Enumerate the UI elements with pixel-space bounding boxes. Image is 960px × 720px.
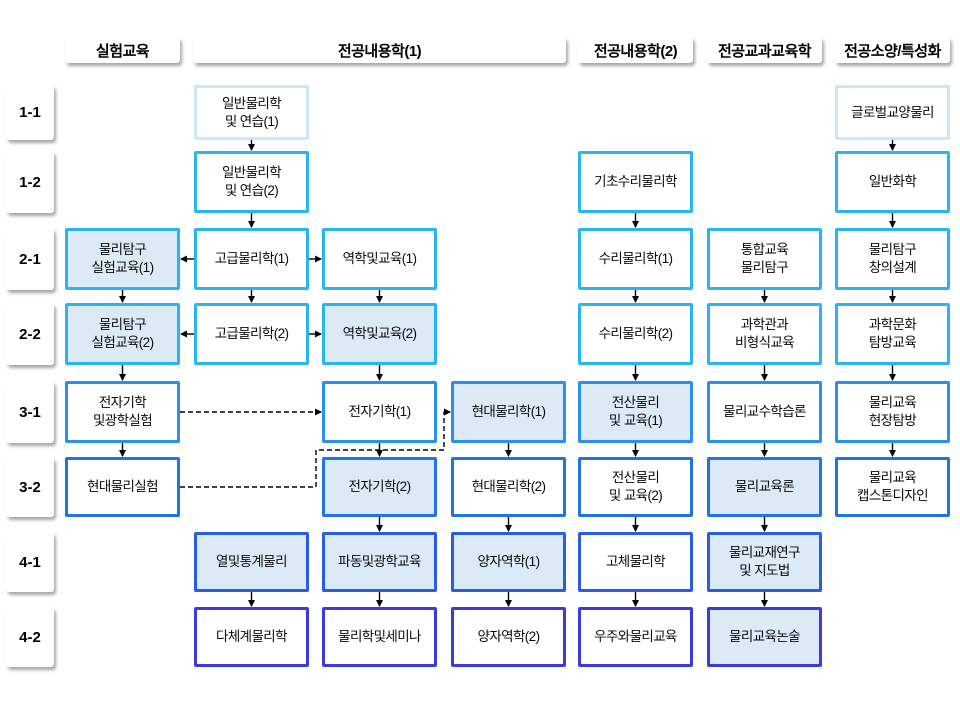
course-gen-phys-2: 일반물리학 및 연습(2) — [194, 151, 309, 213]
row-label-4-1: 4-1 — [6, 532, 54, 592]
column-header-exp: 실험교육 — [65, 37, 180, 63]
course-inquiry-lab-2: 물리탐구 실험교육(2) — [65, 303, 180, 365]
course-phys-edu-field-trip: 물리교육 현장탐방 — [835, 381, 950, 443]
course-phys-edu-capstone: 물리교육 캡스톤디자인 — [835, 457, 950, 517]
course-comp-phys-edu-1: 전산물리 및 교육(1) — [578, 381, 693, 443]
course-phys-edu-essay: 물리교육논술 — [707, 607, 822, 667]
course-quantum-1: 양자역학(1) — [451, 532, 566, 592]
course-modern-phys-1: 현대물리학(1) — [451, 381, 566, 443]
course-em-1: 전자기학(1) — [322, 381, 437, 443]
row-label-2-1: 2-1 — [6, 228, 54, 290]
course-mech-edu-1: 역학및교육(1) — [322, 228, 437, 290]
course-many-body-phys: 다체계물리학 — [194, 607, 309, 667]
column-header-major2: 전공내용학(2) — [578, 37, 693, 63]
course-gen-phys-1: 일반물리학 및 연습(1) — [194, 85, 309, 140]
course-global-liberal-phys: 글로벌교양물리 — [835, 85, 950, 140]
course-mech-edu-2: 역학및교육(2) — [322, 303, 437, 365]
column-header-major1: 전공내용학(1) — [193, 37, 566, 63]
course-quantum-2: 양자역학(2) — [451, 607, 566, 667]
course-em-2: 전자기학(2) — [322, 457, 437, 517]
course-phys-edu-theory: 물리교육론 — [707, 457, 822, 517]
row-label-3-1: 3-1 — [6, 381, 54, 443]
course-modern-phys-2: 현대물리학(2) — [451, 457, 566, 517]
course-phys-seminar: 물리학및세미나 — [322, 607, 437, 667]
course-thermal-stat-phys: 열및통계물리 — [194, 532, 309, 592]
course-gen-chemistry: 일반화학 — [835, 151, 950, 213]
course-basic-math-phys: 기초수리물리학 — [578, 151, 693, 213]
column-header-pedagogy: 전공교과교육학 — [707, 37, 822, 63]
course-inquiry-lab-1: 물리탐구 실험교육(1) — [65, 228, 180, 290]
course-museum-informal-edu: 과학관과 비형식교육 — [707, 303, 822, 365]
course-teaching-learning: 물리교수학습론 — [707, 381, 822, 443]
row-label-3-2: 3-2 — [6, 457, 54, 517]
course-math-phys-1: 수리물리학(1) — [578, 228, 693, 290]
row-label-1-2: 1-2 — [6, 151, 54, 213]
column-header-liberal: 전공소양/특성화 — [835, 37, 950, 63]
row-label-2-2: 2-2 — [6, 303, 54, 365]
row-label-1-1: 1-1 — [6, 85, 54, 140]
row-label-4-2: 4-2 — [6, 607, 54, 667]
course-solid-state-phys: 고체물리학 — [578, 532, 693, 592]
course-em-optics-lab: 전자기학 및광학실험 — [65, 381, 180, 443]
course-adv-phys-2: 고급물리학(2) — [194, 303, 309, 365]
course-inquiry-design: 물리탐구 창의설계 — [835, 228, 950, 290]
course-integrated-inquiry: 통합교육 물리탐구 — [707, 228, 822, 290]
course-comp-phys-edu-2: 전산물리 및 교육(2) — [578, 457, 693, 517]
course-textbook-guidance: 물리교재연구 및 지도법 — [707, 532, 822, 592]
course-universe-phys-edu: 우주와물리교육 — [578, 607, 693, 667]
course-modern-phys-lab: 현대물리실험 — [65, 457, 180, 517]
course-adv-phys-1: 고급물리학(1) — [194, 228, 309, 290]
course-wave-optics-edu: 파동및광학교육 — [322, 532, 437, 592]
course-sci-culture-tour: 과학문화 탐방교육 — [835, 303, 950, 365]
course-math-phys-2: 수리물리학(2) — [578, 303, 693, 365]
